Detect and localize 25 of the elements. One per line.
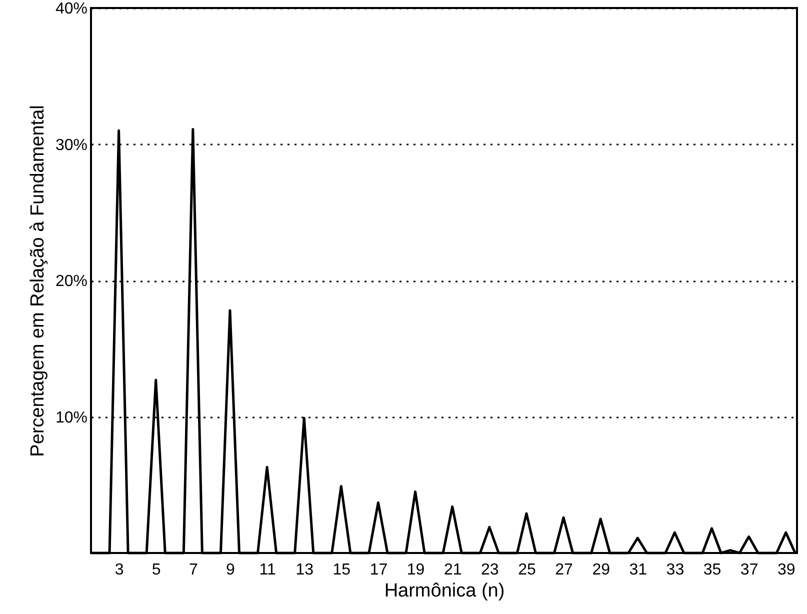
x-tick-label: 37: [740, 562, 758, 578]
x-tick-label: 33: [666, 562, 684, 578]
y-tick-label: 40%: [55, 0, 88, 18]
x-tick-label: 25: [518, 562, 536, 578]
x-tick-label: 29: [592, 562, 610, 578]
x-tick-label: 3: [114, 562, 124, 578]
y-axis-title: Percentagem em Relação à Fundamental: [27, 105, 48, 457]
y-tick-label: 20%: [55, 273, 88, 290]
y-tick-label: 30%: [55, 136, 88, 154]
x-tick-label: 13: [296, 562, 314, 578]
x-tick-label: 21: [444, 562, 462, 578]
x-tick-label: 23: [481, 562, 499, 578]
x-tick-label: 11: [259, 562, 276, 578]
x-tick-label: 35: [703, 562, 722, 578]
y-tick-label: 10%: [55, 409, 88, 426]
x-tick-label: 15: [332, 562, 351, 578]
x-tick-label: 7: [188, 562, 198, 578]
x-tick-label: 5: [152, 562, 161, 578]
x-tick-label: 17: [370, 562, 388, 578]
x-tick-label: 27: [555, 562, 574, 578]
x-tick-label: 9: [226, 562, 236, 578]
x-tick-label: 39: [777, 562, 796, 578]
x-axis-title: Harmônica (n): [384, 580, 505, 602]
x-tick-label: 19: [406, 562, 425, 578]
x-tick-label: 31: [629, 562, 648, 578]
